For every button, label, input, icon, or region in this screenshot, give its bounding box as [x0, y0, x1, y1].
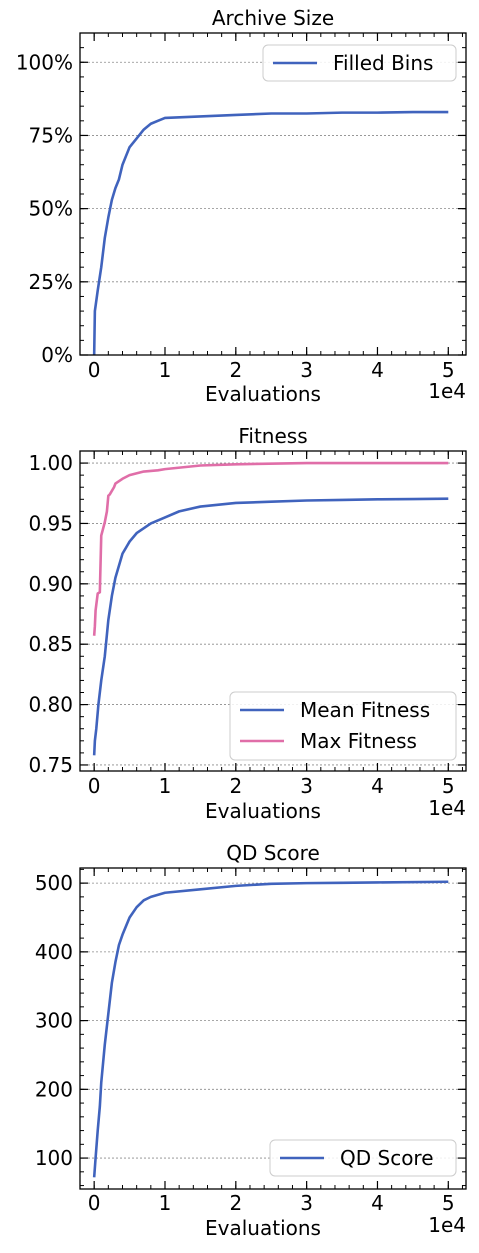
legend-box: [262, 44, 457, 82]
chart-panel-3: QD Score 100 200 300 400 500 0 1 2 3 4 5 Evaluations…: [35, 841, 467, 1240]
y-tick-label: 200: [35, 1077, 73, 1101]
y-tick-label: 0%: [41, 343, 73, 367]
y-tick-label: 500: [35, 871, 73, 895]
chart-panel-2: Fitness 0.75 0.80 0.85 0.90 0.95 1.00 0 1 2 3 4 5 Eva…: [28, 424, 467, 823]
series-line-filled-bins: [92, 110, 449, 356]
chart-title: QD Score: [226, 841, 320, 865]
y-tick-label: 0.75: [28, 753, 73, 777]
legend: Mean Fitness Max Fitness: [229, 691, 457, 761]
y-tick-label: 0.80: [28, 693, 73, 717]
x-axis-label: Evaluations: [205, 799, 321, 823]
legend: QD Score: [269, 1139, 457, 1177]
series-line-max-fitness: [92, 461, 449, 636]
y-tick-label: 50%: [29, 197, 73, 221]
x-tick-label: 2: [229, 1191, 242, 1215]
series-line-qd-score: [92, 880, 449, 1178]
x-axis-label: Evaluations: [205, 1216, 321, 1240]
y-tick-label: 400: [35, 940, 73, 964]
x-tick-label: 5: [442, 358, 455, 382]
plot-frame: [79, 32, 467, 356]
legend-label: QD Score: [340, 1146, 434, 1170]
x-tick-label: 4: [371, 774, 384, 798]
y-tick-label: 100%: [16, 50, 73, 74]
x-axis-label: Evaluations: [205, 382, 321, 406]
x-tick-label: 1: [159, 358, 172, 382]
series-line-mean-fitness: [92, 497, 449, 756]
x-tick-label: 5: [442, 774, 455, 798]
chart-title: Archive Size: [212, 6, 334, 30]
legend-label: Filled Bins: [333, 51, 433, 75]
y-tick-label: 0.95: [28, 511, 73, 535]
chart-panel-1: Archive Size 0% 25% 50% 75% 100% 0 1 2 3 4 5 Evaluat…: [16, 6, 467, 406]
y-tick-label: 25%: [29, 270, 73, 294]
x-tick-label: 1: [159, 774, 172, 798]
x-tick-label: 2: [229, 358, 242, 382]
chart-title: Fitness: [238, 424, 307, 448]
x-axis-multiplier: 1e4: [428, 379, 466, 403]
y-tick-label: 0.85: [28, 632, 73, 656]
y-tick-label: 100: [35, 1146, 73, 1170]
x-tick-label: 0: [88, 1191, 101, 1215]
x-tick-label: 2: [229, 774, 242, 798]
x-tick-label: 1: [159, 1191, 172, 1215]
plot-frame: [79, 450, 467, 772]
x-tick-label: 0: [88, 358, 101, 382]
x-tick-label: 4: [371, 358, 384, 382]
y-tick-label: 0.90: [28, 572, 73, 596]
x-axis-multiplier: 1e4: [428, 1213, 466, 1237]
legend-box: [229, 691, 457, 761]
legend-label: Mean Fitness: [300, 698, 430, 722]
plot-frame: [79, 867, 467, 1190]
y-tick-label: 75%: [29, 123, 73, 147]
x-tick-label: 4: [371, 1191, 384, 1215]
x-tick-label: 5: [442, 1191, 455, 1215]
legend-label: Max Fitness: [300, 729, 417, 753]
x-tick-label: 3: [300, 1191, 313, 1215]
x-tick-label: 0: [88, 774, 101, 798]
x-axis-multiplier: 1e4: [428, 796, 466, 820]
x-tick-label: 3: [300, 774, 313, 798]
legend: Filled Bins: [262, 44, 457, 82]
y-tick-label: 1.00: [28, 451, 73, 475]
x-tick-label: 3: [300, 358, 313, 382]
y-tick-label: 300: [35, 1009, 73, 1033]
legend-box: [269, 1139, 457, 1177]
